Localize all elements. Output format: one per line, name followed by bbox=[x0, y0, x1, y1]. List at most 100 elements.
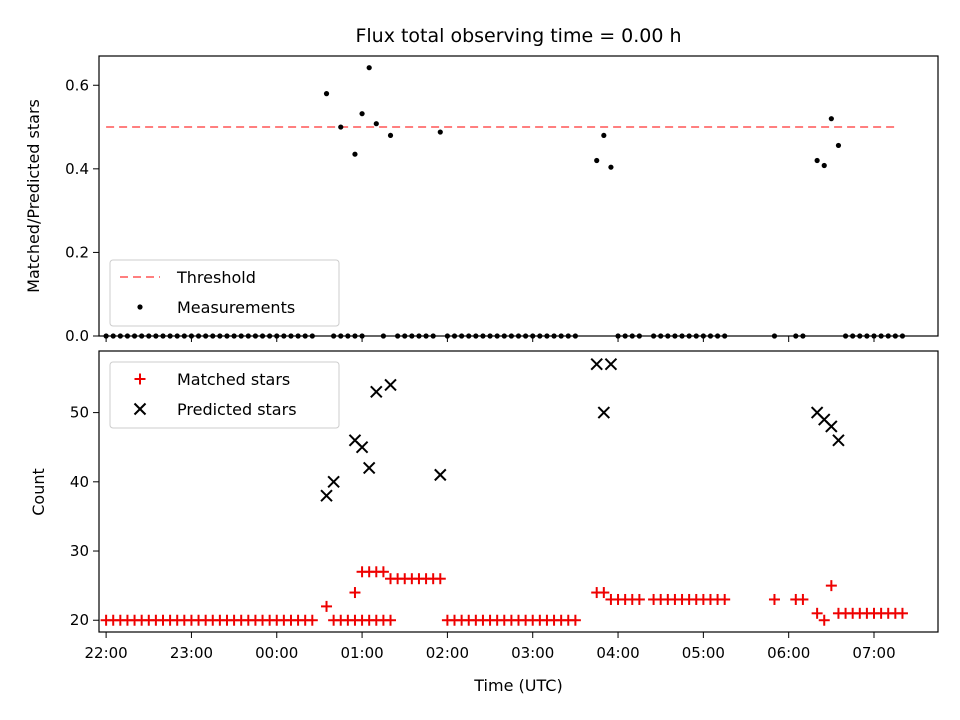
top-y-tick-label: 0.0 bbox=[65, 327, 89, 345]
predicted-star-point-b bbox=[832, 434, 845, 447]
x-tick-label: 22:00 bbox=[84, 644, 127, 662]
legend-measurements-swatch bbox=[137, 304, 143, 310]
measurement-point bbox=[828, 116, 834, 122]
matched-star-point bbox=[377, 566, 389, 578]
measurement-point bbox=[352, 151, 358, 157]
legend-plus-marker bbox=[134, 373, 146, 385]
predicted-star-point-b bbox=[434, 468, 447, 482]
x-tick-label: 23:00 bbox=[170, 644, 213, 662]
matched-star-point bbox=[598, 587, 610, 599]
predicted-star-point bbox=[320, 489, 333, 502]
legend-predicted-label: Predicted stars bbox=[177, 400, 297, 419]
predicted-star-point-b bbox=[384, 378, 397, 392]
predicted-star-point bbox=[832, 434, 845, 447]
top-panel-ticks: 0.0 0.2 0.4 0.6 bbox=[65, 76, 875, 345]
predicted-star-point bbox=[825, 420, 838, 433]
measurement-point bbox=[366, 65, 372, 71]
top-panel: 0.0 0.2 0.4 0.6 Matched/Predicted stars Thr… bbox=[24, 55, 939, 345]
top-legend-box bbox=[109, 259, 340, 327]
bottom-legend: Matched stars Predicted stars bbox=[109, 361, 340, 429]
matched-star-point bbox=[768, 593, 780, 605]
legend-predicted-swatch bbox=[133, 402, 147, 416]
predicted-star-point bbox=[590, 357, 603, 371]
matched-star-point bbox=[719, 593, 731, 605]
matched-star-point bbox=[434, 573, 446, 585]
predicted-star-point bbox=[370, 385, 383, 399]
x-tick-label: 00:00 bbox=[255, 644, 298, 662]
measurement-point bbox=[608, 164, 614, 170]
x-tick-label: 04:00 bbox=[596, 644, 639, 662]
measurement-point bbox=[323, 91, 330, 97]
predicted-star-point-b bbox=[818, 413, 831, 426]
bottom-panel-frame bbox=[98, 350, 939, 633]
legend-matched-label: Matched stars bbox=[177, 370, 290, 389]
predicted-star-point-b bbox=[370, 385, 383, 399]
measurement-point bbox=[594, 157, 600, 164]
predicted-star-point bbox=[362, 461, 376, 475]
matched-star-point bbox=[896, 607, 908, 619]
matched-star-point bbox=[306, 614, 318, 626]
x-tick-label: 01:00 bbox=[340, 644, 383, 662]
predicted-star-point-b bbox=[362, 461, 376, 475]
x-tick-label: 03:00 bbox=[511, 644, 554, 662]
matched-star-point bbox=[797, 593, 809, 605]
matched-stars-points bbox=[100, 566, 908, 626]
predicted-star-point-b bbox=[590, 357, 603, 371]
matched-star-point bbox=[818, 614, 830, 626]
predicted-star-point-b bbox=[597, 406, 611, 419]
top-y-tick-label: 0.2 bbox=[65, 243, 89, 261]
measurement-point bbox=[814, 157, 820, 164]
matched-star-point bbox=[633, 593, 645, 605]
matched-star-point bbox=[569, 614, 581, 626]
predicted-star-point bbox=[355, 440, 369, 454]
measurement-point bbox=[835, 142, 842, 149]
predicted-star-point-b bbox=[348, 434, 362, 447]
bottom-y-axis-label: Count bbox=[29, 468, 48, 516]
predicted-star-point bbox=[604, 357, 618, 371]
top-y-tick-label: 0.6 bbox=[65, 76, 89, 94]
measurement-point bbox=[437, 129, 443, 135]
matched-star-point bbox=[385, 614, 397, 626]
bottom-panel-ticks: 20 30 40 50 22:00 23:00 00:00 01:00 02:00 03:00 04… bbox=[70, 404, 896, 662]
bottom-y-tick-label: 50 bbox=[70, 404, 89, 422]
measurement-point bbox=[373, 121, 379, 127]
measurement-point bbox=[359, 111, 365, 117]
predicted-star-point-b bbox=[825, 420, 838, 433]
x-tick-label: 06:00 bbox=[767, 644, 810, 662]
bottom-y-tick-label: 20 bbox=[70, 611, 89, 629]
chart-title: Flux total observing time = 0.00 h bbox=[355, 25, 681, 47]
measurement-point bbox=[387, 132, 394, 139]
bottom-y-tick-label: 40 bbox=[70, 473, 89, 491]
bottom-legend-box bbox=[109, 361, 340, 429]
predicted-star-point-b bbox=[327, 475, 340, 489]
legend-matched-swatch bbox=[134, 373, 146, 385]
matched-star-point bbox=[349, 587, 361, 599]
legend-threshold-label: Threshold bbox=[176, 268, 256, 287]
bottom-y-tick-label: 30 bbox=[70, 542, 89, 560]
top-legend: Threshold Measurements bbox=[109, 259, 340, 327]
x-tick-label: 02:00 bbox=[426, 644, 469, 662]
predicted-star-point-b bbox=[320, 489, 333, 502]
predicted-star-point-b bbox=[810, 406, 824, 419]
top-y-tick-label: 0.4 bbox=[65, 160, 89, 178]
top-y-axis-label: Matched/Predicted stars bbox=[24, 99, 43, 293]
measurement-point bbox=[601, 132, 607, 139]
measurement-point bbox=[338, 124, 344, 130]
predicted-star-point bbox=[327, 475, 340, 489]
x-tick-label: 05:00 bbox=[682, 644, 725, 662]
predicted-star-point bbox=[434, 468, 447, 482]
predicted-star-point bbox=[597, 406, 611, 419]
measurement-point bbox=[821, 162, 827, 169]
bottom-panel: 20 30 40 50 22:00 23:00 00:00 01:00 02:00 03:00 04… bbox=[29, 350, 939, 695]
predicted-stars-points bbox=[320, 357, 845, 502]
predicted-star-point-b bbox=[604, 357, 618, 371]
x-tick-label: 07:00 bbox=[852, 644, 895, 662]
predicted-star-point bbox=[384, 378, 397, 392]
matched-star-point bbox=[321, 600, 333, 612]
legend-x-marker-b bbox=[133, 402, 147, 416]
matched-star-point bbox=[825, 580, 837, 592]
predicted-star-point-b bbox=[355, 440, 369, 454]
legend-x-marker bbox=[133, 402, 147, 416]
